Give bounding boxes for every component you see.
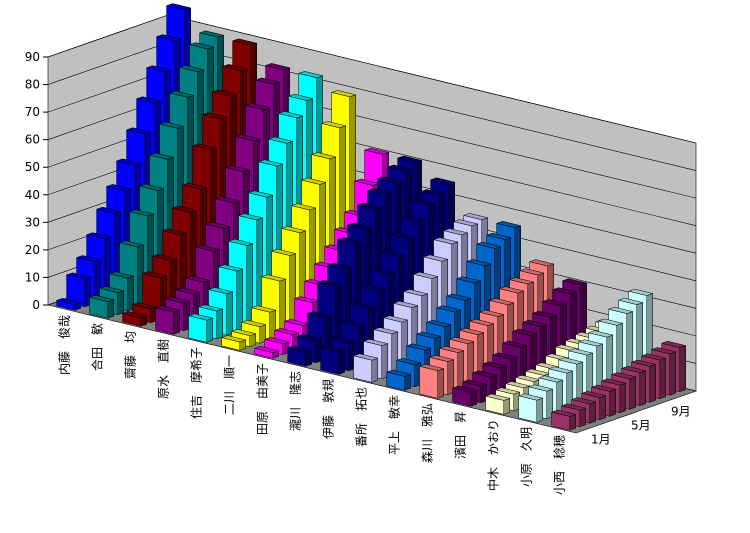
bar-side xyxy=(669,351,676,396)
y-tick-label: 10 xyxy=(25,270,40,284)
series-label: 合田 歓 xyxy=(90,323,105,371)
month-label: 1月 xyxy=(591,432,611,446)
bar xyxy=(56,300,75,311)
bar-side xyxy=(305,350,312,367)
bar-side xyxy=(216,308,223,340)
y-tick-label: 70 xyxy=(25,105,40,119)
series-label: 小西 稔穂 xyxy=(553,435,567,495)
series-label: 原水 直樹 xyxy=(157,339,171,399)
bar-side xyxy=(589,401,596,424)
bar-side xyxy=(470,390,477,407)
bar xyxy=(254,348,273,359)
bar-side xyxy=(579,407,586,428)
y-tick-label: 30 xyxy=(25,215,40,229)
y-tick-label: 60 xyxy=(25,133,40,147)
bar xyxy=(221,337,240,351)
bar xyxy=(518,395,537,423)
bar-side xyxy=(609,389,616,417)
y-tick-label: 20 xyxy=(25,243,40,257)
bar xyxy=(89,297,108,319)
series-label: 番所 拓也 xyxy=(355,387,369,447)
bar-side xyxy=(371,357,378,383)
bar-side xyxy=(338,349,345,375)
bar xyxy=(122,313,141,327)
bar-side xyxy=(659,357,666,400)
bar xyxy=(386,371,405,391)
bar xyxy=(188,315,207,343)
bar-side xyxy=(437,368,444,399)
month-label: 5月 xyxy=(631,418,651,432)
series-label: 内藤 俊哉 xyxy=(57,315,72,375)
bar-side xyxy=(536,397,543,423)
bar-side xyxy=(639,370,646,407)
bar-side xyxy=(679,345,686,393)
y-tick-label: 90 xyxy=(25,50,40,64)
bar-side xyxy=(117,290,124,316)
series-label: 濱田 昇 xyxy=(454,411,468,459)
bar xyxy=(452,387,471,407)
bar-side xyxy=(569,414,576,431)
series-label: 二川 順一 xyxy=(223,355,237,415)
bar-side xyxy=(206,317,213,343)
y-tick-label: 0 xyxy=(32,298,40,312)
series-label: 住吉 摩希子 xyxy=(189,347,204,419)
bar-side xyxy=(404,374,411,391)
bar-side xyxy=(619,382,626,414)
bar-side xyxy=(173,309,180,335)
bar xyxy=(485,395,504,415)
bar-side xyxy=(599,395,606,421)
bar-side xyxy=(503,398,510,415)
month-label: 9月 xyxy=(671,404,691,418)
y-tick-label: 50 xyxy=(25,160,40,174)
y-tick-label: 80 xyxy=(25,78,40,92)
bar-side xyxy=(226,291,233,336)
series-label: 平上 敏幸 xyxy=(387,395,402,455)
series-label: 田原 由美子 xyxy=(256,363,270,435)
series-label: 瀧川 隆志 xyxy=(288,371,303,431)
y-tick-label: 40 xyxy=(25,188,40,202)
bar xyxy=(287,347,306,367)
bar xyxy=(551,411,570,431)
series-label: 伊藤 敦規 xyxy=(321,379,336,439)
bar-side xyxy=(629,376,636,410)
bar xyxy=(353,355,372,383)
series-label: 中木 かおり xyxy=(486,419,501,491)
bar xyxy=(419,366,438,399)
bar-side xyxy=(107,299,114,319)
bar-side xyxy=(649,364,656,403)
series-label: 森川 雅弘 xyxy=(420,403,435,463)
bar xyxy=(155,307,174,335)
series-label: 齋藤 均 xyxy=(123,331,138,379)
bar xyxy=(320,347,339,375)
series-label: 小原 久明 xyxy=(520,427,534,487)
